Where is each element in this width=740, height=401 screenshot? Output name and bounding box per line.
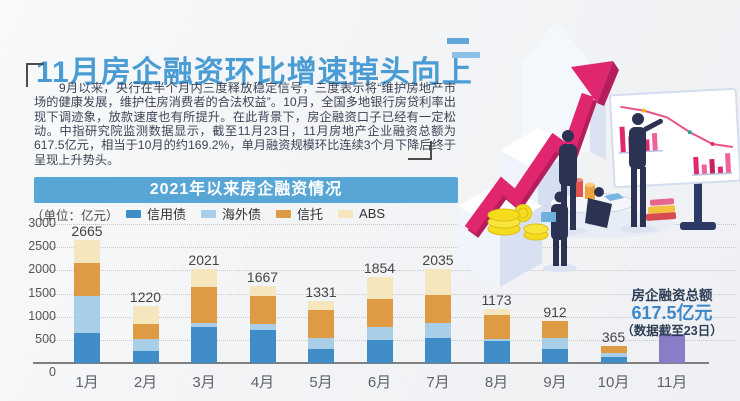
- legend-label: 信托: [297, 207, 324, 222]
- bar-segment: [249, 296, 276, 325]
- month-label: 9月: [543, 374, 567, 391]
- bar-segment: [366, 298, 393, 328]
- legend-item: ABS: [338, 206, 385, 221]
- value-label: 912: [543, 303, 567, 320]
- bar-segment: [308, 337, 334, 349]
- bar-segment: [308, 310, 334, 338]
- bar-segment: [483, 314, 510, 340]
- month-label: 6月: [367, 374, 392, 391]
- value-label: 1173: [481, 291, 512, 308]
- y-tick-label: 0: [49, 365, 56, 379]
- month-label: 7月: [426, 374, 450, 391]
- value-label: 1220: [129, 289, 162, 306]
- bar-segment: [600, 353, 627, 357]
- bar-segment: [542, 338, 568, 349]
- bar-segment: [132, 339, 159, 351]
- month-label: 4月: [250, 374, 275, 391]
- bar-segment: [132, 306, 159, 325]
- legend-item: 海外债: [201, 204, 261, 223]
- legend-swatch: [126, 209, 141, 218]
- intro-paragraph: 9月以来，央行在半个月内三度释放稳定信号，三度表示将“维护房地产市场的健康发展，…: [34, 81, 456, 167]
- bar-segment: [191, 326, 217, 363]
- bar-segment: [366, 277, 393, 299]
- month-label: 5月: [309, 374, 333, 391]
- bar-segment: [308, 301, 334, 311]
- value-label: 1331: [305, 284, 337, 301]
- bar-segment: [132, 324, 159, 340]
- bar-segment: [249, 330, 276, 363]
- value-label: 365: [601, 329, 626, 346]
- month-label: 3月: [192, 374, 216, 391]
- legend-item: 信用债: [126, 204, 186, 223]
- bar-segment: [249, 285, 276, 297]
- legend-swatch: [276, 209, 292, 218]
- month-label: 11月: [656, 374, 688, 391]
- legend-label: ABS: [359, 206, 386, 221]
- x-axis-line: [33, 362, 709, 364]
- annotation-title: 房企融资总额: [631, 288, 713, 303]
- bar-segment: [132, 350, 159, 363]
- bar-segment: [483, 308, 510, 315]
- bar-segment: [425, 268, 451, 296]
- month-label: 2月: [133, 374, 158, 391]
- annotation-note: （数据截至23日）: [621, 324, 723, 338]
- y-tick-label: 1500: [28, 285, 56, 300]
- bar-segment: [191, 287, 217, 323]
- y-tick-label: 2000: [28, 262, 56, 277]
- month-label: 10月: [597, 374, 630, 391]
- bar-segment: [542, 348, 568, 363]
- legend-label: 海外债: [222, 207, 262, 222]
- y-tick-label: 1000: [28, 308, 56, 323]
- bar-segment: [425, 295, 451, 324]
- gridline: [36, 247, 736, 249]
- gridline: [36, 224, 736, 225]
- value-label: 2021: [188, 252, 220, 269]
- y-tick-label: 2500: [28, 239, 56, 254]
- value-label: 2035: [422, 251, 454, 268]
- bar-segment: [191, 322, 217, 327]
- bar-segment: [74, 239, 100, 264]
- bar-segment: [249, 324, 276, 331]
- value-label: 1667: [246, 268, 279, 285]
- y-tick-label: 500: [35, 331, 56, 346]
- value-label: 2665: [71, 222, 103, 239]
- bar-segment: [483, 339, 510, 342]
- bar-segment: [600, 356, 627, 363]
- gridline: [36, 270, 736, 272]
- corner-bracket-top-left: [26, 63, 44, 87]
- month-label: 1月: [75, 374, 99, 391]
- bar-segment: [74, 296, 100, 334]
- bar-segment: [425, 323, 451, 338]
- legend-swatch: [338, 209, 354, 218]
- november-annotation: 房企融资总额 617.5亿元 （数据截至23日）: [606, 288, 738, 339]
- bar-segment: [366, 340, 393, 363]
- legend-item: 信托: [276, 204, 323, 223]
- page-title: 11月房企融资环比增速掉头向上: [36, 56, 473, 90]
- chart-header-banner: 2021年以来房企融资情况: [34, 177, 458, 203]
- legend: 信用债 海外债 信托 ABS: [126, 204, 385, 223]
- bar-segment: [425, 337, 451, 363]
- legend-swatch: [201, 209, 217, 218]
- bar-segment: [74, 263, 100, 297]
- value-label: 1854: [363, 260, 396, 277]
- y-tick-label: 3000: [28, 216, 56, 230]
- bar-segment: [366, 327, 393, 341]
- bar-highlight: [659, 334, 685, 363]
- bar-segment: [483, 341, 510, 363]
- bar-segment: [542, 320, 568, 339]
- legend-label: 信用债: [147, 207, 187, 222]
- month-label: 8月: [484, 374, 509, 391]
- bar-segment: [74, 333, 100, 363]
- bar-segment: [191, 269, 217, 287]
- bar-segment: [600, 346, 627, 354]
- unit-label: （单位：亿元）: [31, 209, 119, 223]
- annotation-value: 617.5亿元: [631, 303, 713, 323]
- corner-bracket-bottom-right: [408, 141, 432, 160]
- bar-segment: [308, 348, 334, 363]
